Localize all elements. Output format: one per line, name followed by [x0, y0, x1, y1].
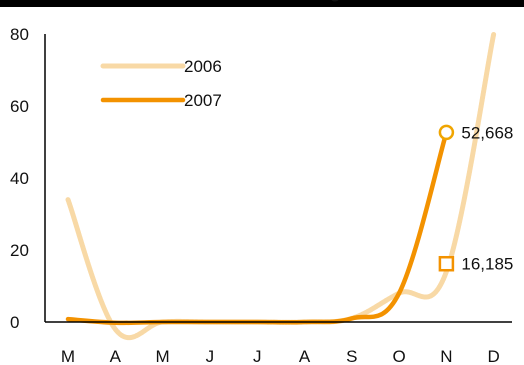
x-tick-label: N [440, 347, 452, 365]
tick-labels: 0 20 40 60 80 M A M J J A S O N D [10, 25, 500, 365]
series-line-2006 [65, 31, 497, 340]
point-marker-circle [438, 124, 455, 141]
x-tick-label: A [299, 347, 311, 365]
annotations: 52,668 16,185 [438, 123, 513, 274]
data-label: 52,668 [461, 123, 513, 142]
legend: 2006 2007 [100, 57, 222, 110]
axes [44, 34, 512, 323]
series-layer [65, 31, 497, 340]
y-tick-label: 20 [10, 241, 29, 260]
x-tick-label: O [392, 347, 405, 365]
y-tick-label: 80 [10, 25, 29, 44]
y-tick-label: 40 [10, 169, 29, 188]
top-border-bar [0, 0, 524, 7]
y-tick-label: 0 [10, 313, 19, 332]
legend-label-2006: 2006 [184, 57, 222, 76]
point-marker-square [438, 255, 455, 272]
x-tick-label: M [61, 347, 75, 365]
x-tick-label: M [156, 347, 170, 365]
y-tick-label: 60 [10, 97, 29, 116]
x-tick-label: D [488, 347, 500, 365]
chart-title-fragment: g [330, 0, 340, 2]
x-tick-label: J [253, 347, 262, 365]
x-tick-label: A [110, 347, 122, 365]
x-tick-label: S [346, 347, 357, 365]
legend-label-2007: 2007 [184, 91, 222, 110]
x-tick-label: J [206, 347, 215, 365]
series-line-2007 [65, 130, 449, 326]
data-label: 16,185 [461, 255, 513, 274]
